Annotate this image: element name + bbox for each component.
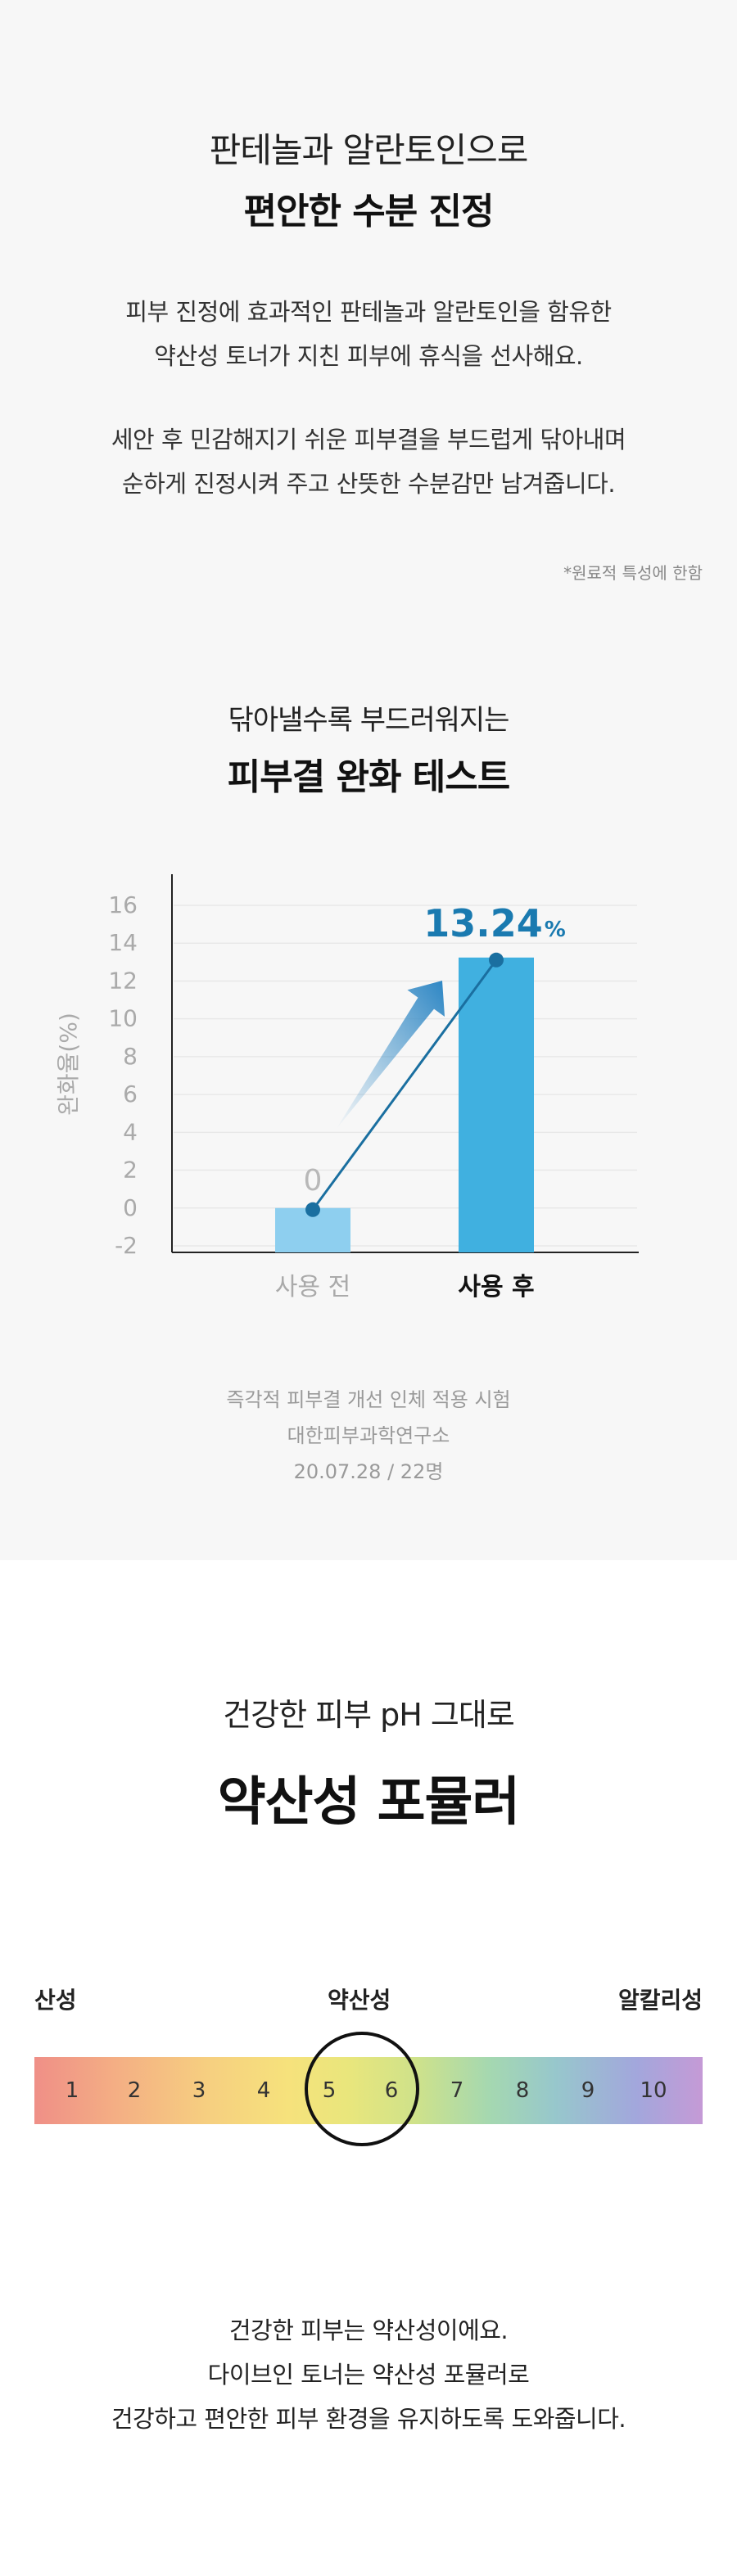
weak-acid-highlight-circle bbox=[305, 2032, 419, 2146]
ph-label-weak-acid: 약산성 bbox=[328, 1987, 391, 2014]
ph-bottom-line1: 건강한 피부는 약산성이에요. bbox=[228, 2317, 509, 2344]
intro-paragraph-1-line2: 약산성 토너가 지친 피부에 휴식을 선사해요. bbox=[154, 342, 583, 370]
data-label-after: 13.24% bbox=[423, 901, 566, 945]
y-tick-label: 8 bbox=[123, 1043, 138, 1070]
ph-value-2: 2 bbox=[127, 2078, 142, 2103]
y-tick-label: -2 bbox=[115, 1232, 138, 1259]
test-title-line1: 닦아낼수록 부드러워지는 bbox=[228, 704, 510, 737]
trend-line bbox=[311, 959, 498, 1211]
ph-label-acid: 산성 bbox=[34, 1987, 77, 2014]
ph-value-1: 1 bbox=[65, 2078, 79, 2103]
data-point bbox=[489, 952, 504, 968]
ph-bottom-line3: 건강하고 편안한 피부 환경을 유지하도록 도와줍니다. bbox=[111, 2405, 626, 2433]
y-axis-label: 완화율(%) bbox=[55, 1013, 82, 1116]
y-tick-label: 10 bbox=[108, 1005, 138, 1032]
ph-value-4: 4 bbox=[256, 2078, 271, 2103]
ph-title-line1: 건강한 피부 pH 그대로 bbox=[223, 1697, 515, 1733]
y-tick-label: 4 bbox=[123, 1118, 138, 1145]
data-point bbox=[305, 1202, 320, 1217]
ph-label-alkali: 알칼리성 bbox=[617, 1987, 703, 2014]
test-caption-line1: 즉각적 피부결 개선 인체 적용 시험 bbox=[226, 1388, 511, 1411]
ph-bottom-line2: 다이브인 토너는 약산성 포뮬러로 bbox=[207, 2361, 530, 2389]
ph-value-8: 8 bbox=[515, 2078, 530, 2103]
y-tick-label: 6 bbox=[123, 1080, 138, 1108]
test-title-line2: 피부결 완화 테스트 bbox=[227, 756, 510, 798]
bar-after bbox=[459, 957, 534, 1252]
test-caption-line2: 대한피부과학연구소 bbox=[287, 1424, 450, 1447]
test-caption-line3: 20.07.28 / 22명 bbox=[293, 1460, 444, 1483]
ph-value-7: 7 bbox=[450, 2078, 464, 2103]
intro-paragraph-2-line1: 세안 후 민감해지기 쉬운 피부결을 부드럽게 닦아내며 bbox=[111, 426, 626, 453]
y-tick-label: 12 bbox=[108, 967, 138, 994]
ph-title-line2: 약산성 포뮬러 bbox=[217, 1772, 521, 1833]
intro-title-line1: 판테놀과 알란토인으로 bbox=[209, 130, 529, 170]
x-tick-label: 사용 전 bbox=[275, 1273, 350, 1302]
y-tick-label: 0 bbox=[123, 1194, 138, 1221]
data-label-before: 0 bbox=[304, 1164, 323, 1198]
intro-paragraph-2-line2: 순하게 진정시켜 주고 산뜻한 수분감만 남겨줍니다. bbox=[121, 470, 616, 498]
ph-value-10: 10 bbox=[640, 2078, 667, 2103]
ph-value-3: 3 bbox=[192, 2078, 206, 2103]
trend-arrow bbox=[336, 981, 445, 1130]
ingredient-note: *원료적 특성에 한함 bbox=[563, 563, 703, 583]
y-tick-label: 16 bbox=[108, 891, 138, 918]
y-tick-label: 2 bbox=[123, 1157, 138, 1184]
y-tick-label: 14 bbox=[108, 929, 138, 956]
intro-section bbox=[0, 0, 737, 606]
ph-value-9: 9 bbox=[581, 2078, 595, 2103]
intro-paragraph-1-line1: 피부 진정에 효과적인 판테놀과 알란토인을 함유한 bbox=[125, 298, 612, 326]
relief-rate-chart: -2 0 2 4 6 8 10 12 14 16 완화율(%) 사용 전 0 사용 후 13.24% bbox=[55, 874, 639, 1302]
intro-title-line2: 편안한 수분 진정 bbox=[243, 191, 495, 232]
x-tick-label: 사용 후 bbox=[458, 1273, 534, 1302]
